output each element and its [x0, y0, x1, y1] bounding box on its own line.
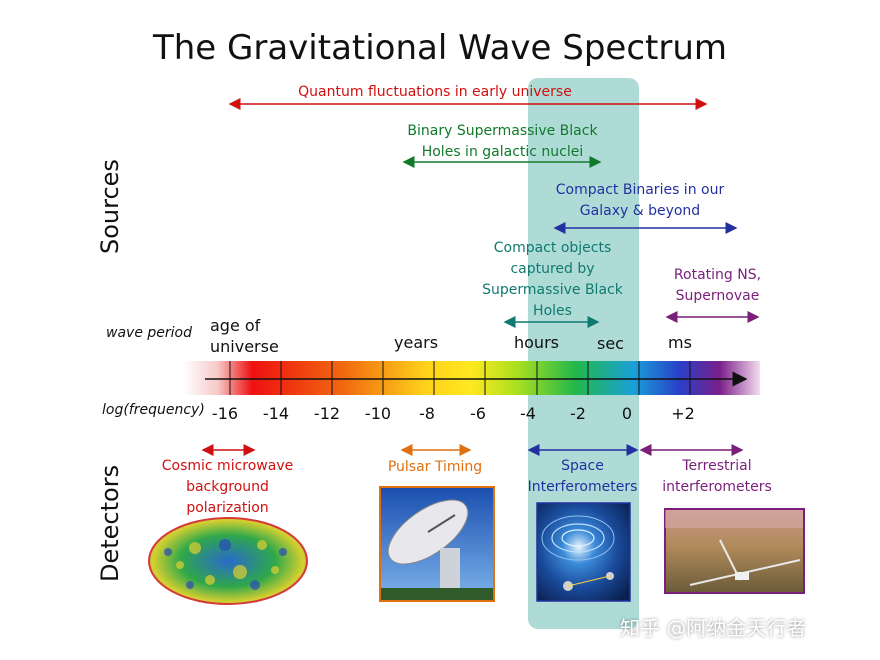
tick-label: 0: [621, 404, 633, 423]
space-interferometers-label: Space Interferometers: [527, 458, 638, 495]
binary-smbh-label: Binary Supermassive Black Holes in galact…: [407, 123, 598, 160]
log-frequency-label: log(frequency): [102, 402, 205, 418]
tick-label: -16: [211, 404, 239, 423]
frequency-spectrum-bar: [183, 361, 760, 395]
wave-period-label: wave period: [106, 325, 192, 341]
tick-label: -10: [364, 404, 392, 423]
tick-label: -12: [313, 404, 341, 423]
radio-dish-image: [379, 486, 495, 602]
cmb-map-image: [148, 517, 308, 605]
watermark: 知乎 @阿纳金天行者: [620, 616, 807, 640]
tick-label: -4: [520, 404, 536, 423]
period-ms: ms: [668, 333, 692, 352]
compact-binaries-label: Compact Binaries in our Galaxy & beyond: [555, 182, 725, 219]
space-interferometer-image: [536, 502, 631, 602]
diagram-title: The Gravitational Wave Spectrum: [152, 28, 728, 68]
period-age-of-universe: age of universe: [210, 316, 279, 356]
tick-label: -6: [470, 404, 486, 423]
rotating-ns-label: Rotating NS, Supernovae: [673, 267, 762, 304]
terrestrial-interferometer-image: [664, 508, 805, 594]
tick-label: -14: [262, 404, 290, 423]
quantum-fluctuations-label: Quantum fluctuations in early universe: [298, 84, 572, 100]
cmb-polarization-label: Cosmic microwave background polarization: [161, 458, 294, 516]
frequency-axis-ticks: [229, 361, 691, 395]
period-sec: sec: [597, 334, 624, 353]
tick-label: -8: [419, 404, 435, 423]
period-years: years: [394, 333, 439, 352]
tick-label: +2: [671, 404, 695, 423]
period-hours: hours: [514, 333, 559, 352]
compact-objects-label: Compact objects captured by Supermassive …: [482, 240, 623, 319]
tick-label: -2: [570, 404, 586, 423]
pulsar-timing-label: Pulsar Timing: [387, 459, 483, 475]
terrestrial-interferometers-label: Terrestrial interferometers: [662, 458, 772, 495]
